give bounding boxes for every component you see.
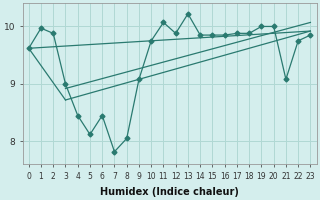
X-axis label: Humidex (Indice chaleur): Humidex (Indice chaleur): [100, 187, 239, 197]
